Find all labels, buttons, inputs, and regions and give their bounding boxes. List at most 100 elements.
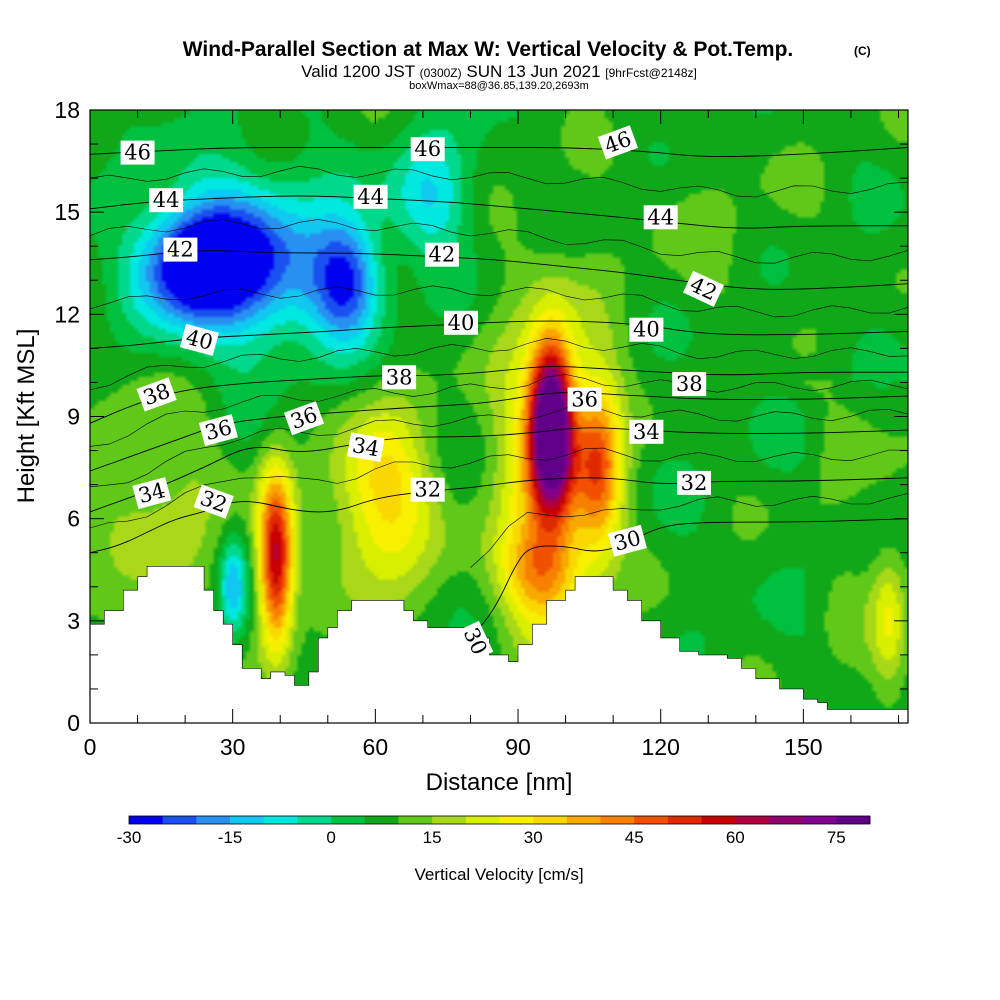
isentrope-minor [90, 447, 908, 529]
isentrope-label-text: 46 [414, 137, 441, 161]
isentrope-label-text: 32 [414, 478, 441, 502]
chart-title-mark: (C) [854, 44, 871, 58]
colorbar-swatch [499, 816, 534, 824]
colorbar-swatch [600, 816, 635, 824]
isentrope-label-text: 34 [351, 433, 381, 461]
box-wmax-info: boxWmax=88@36.85,139.20,2693m [409, 80, 589, 92]
x-tick-label: 120 [642, 734, 680, 760]
isentrope-label-text: 44 [357, 185, 384, 209]
x-tick-label: 30 [220, 734, 246, 760]
isentrope-label-text: 40 [633, 318, 660, 342]
y-tick-label: 0 [67, 710, 80, 736]
isentrope-label: 38 [672, 372, 707, 397]
colorbar-swatch [566, 816, 601, 824]
colorbar-swatch [230, 816, 265, 824]
chart-title: Wind-Parallel Section at Max W: Vertical… [183, 38, 794, 61]
isentrope-label-text: 38 [386, 365, 413, 389]
isentrope-label: 34 [346, 432, 385, 462]
colorbar-swatch [634, 816, 669, 824]
isentrope-30 [470, 518, 908, 639]
isentrope-minor [470, 493, 908, 568]
isentrope-minor [90, 374, 908, 447]
isentrope-46 [90, 147, 908, 158]
isentrope-label: 32 [193, 484, 234, 519]
isentrope-label: 32 [677, 470, 711, 495]
isentrope-label: 44 [353, 184, 388, 209]
x-tick-label: 0 [84, 734, 97, 760]
isentrope-32 [90, 477, 908, 554]
isentrope-label: 46 [410, 137, 445, 162]
isentrope-label: 44 [149, 188, 184, 213]
isentrope-label-text: 36 [571, 388, 598, 412]
colorbar-tick-labels: -30 -15 0 15 30 45 60 75 [117, 828, 846, 847]
y-tick-label: 9 [67, 404, 80, 430]
isentrope-label: 36 [198, 414, 238, 447]
colorbar-swatch [533, 816, 568, 824]
isentrope-label-text: 42 [167, 238, 194, 262]
valid-time: Valid 1200 JST [301, 62, 415, 81]
colorbar-swatch [432, 816, 467, 824]
isentrope-label: 34 [629, 419, 664, 444]
isentrope-40 [90, 320, 908, 349]
colorbar-swatch [768, 816, 803, 824]
isentrope-minor [90, 337, 908, 390]
colorbar-swatch [701, 816, 736, 824]
y-tick-label: 15 [54, 199, 80, 225]
colorbar-tick-label: 75 [827, 828, 846, 847]
isentrope-label-text: 32 [681, 471, 708, 495]
colorbar-tick-label: 45 [625, 828, 644, 847]
colorbar-swatch [802, 816, 837, 824]
colorbar-tick-label: -15 [218, 828, 243, 847]
colorbar-swatch [297, 816, 332, 824]
colorbar-tick-label: 15 [423, 828, 442, 847]
isentrope-label: 40 [629, 317, 664, 342]
valid-date: SUN 13 Jun 2021 [466, 62, 600, 81]
isentrope-label-text: 44 [153, 188, 180, 212]
isentrope-label: 36 [567, 387, 602, 412]
colorbar-swatch [364, 816, 399, 824]
chart-subtitle: Valid 1200 JST (0300Z) SUN 13 Jun 2021 [… [301, 62, 697, 81]
isentrope-36 [90, 392, 908, 472]
x-tick-label: 60 [363, 734, 389, 760]
isentrope-label-text: 34 [633, 420, 660, 444]
colorbar-swatch [735, 816, 770, 824]
isentrope-label-text: 38 [676, 372, 703, 396]
isentrope-minor [90, 219, 908, 264]
valid-time-utc: (0300Z) [420, 66, 462, 80]
forecast-info: [9hrFcst@2148z] [605, 66, 697, 80]
x-tick-label: 90 [505, 734, 531, 760]
colorbar-swatch [465, 816, 500, 824]
colorbar [128, 815, 871, 825]
colorbar-swatch [667, 816, 702, 824]
y-tick-label: 6 [67, 506, 80, 532]
y-tick-label: 3 [67, 608, 80, 634]
colorbar-swatch [263, 816, 298, 824]
colorbar-tick-label: 60 [726, 828, 745, 847]
isentrope-label-text: 42 [429, 243, 456, 267]
isentrope-label: 42 [163, 237, 198, 262]
isentrope-label: 42 [424, 242, 459, 267]
isentrope-label-text: 44 [647, 205, 674, 229]
isentrope-minor [90, 404, 908, 488]
isentrope-label-text: 40 [448, 311, 475, 335]
isentrope-label: 44 [643, 205, 678, 230]
colorbar-swatch [162, 816, 197, 824]
isentrope-minor [90, 165, 908, 198]
colorbar-tick-label: -30 [117, 828, 142, 847]
colorbar-title: Vertical Velocity [cm/s] [414, 865, 583, 884]
colorbar-tick-label: 30 [524, 828, 543, 847]
isentrope-label: 38 [382, 365, 417, 390]
isentrope-label-text: 46 [124, 141, 151, 165]
isentrope-label: 32 [410, 477, 445, 502]
colorbar-swatch [196, 816, 231, 824]
colorbar-frame [128, 815, 871, 825]
y-axis-title: Height [Kft MSL] [13, 329, 40, 504]
colorbar-swatch [331, 816, 366, 824]
colorbar-swatch [129, 816, 163, 824]
isentrope-label: 46 [120, 140, 155, 165]
colorbar-swatch [836, 816, 871, 824]
